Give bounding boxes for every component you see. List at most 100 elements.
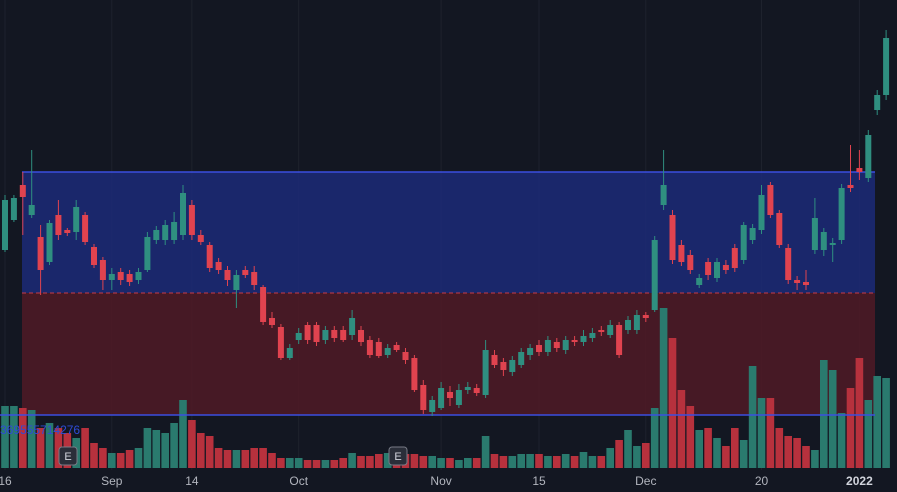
volume-bar [134,448,143,468]
volume-bar [170,423,178,468]
candle-body [438,388,445,408]
candle-body [313,325,320,342]
candle-body [447,392,453,398]
candle-body [358,330,364,342]
candle-body [749,228,756,240]
volume-bar [36,428,45,468]
volume-bar [633,446,641,468]
x-tick-label: 14 [185,474,199,488]
candle-body [91,247,97,265]
volume-bar [366,456,374,468]
volume-bar [606,448,614,468]
candle-body [206,245,213,268]
candle-body [553,342,560,348]
candle-body [295,333,302,340]
candle-body [82,215,89,242]
candle-body [616,325,623,355]
volume-bar [464,458,472,468]
earnings-marker: E [64,451,71,463]
volume-bar [561,454,570,468]
volume-bar [882,378,890,468]
volume-bar [383,453,392,468]
candle-body [153,230,160,240]
candle-body [669,215,676,260]
volume-bar [312,460,321,468]
volume-bar [517,454,525,468]
candle-body [331,330,338,338]
candle-body [55,215,62,235]
candle-body [126,274,133,282]
volume-bar [10,406,18,468]
volume-bar [739,440,748,468]
volume-bar [223,450,232,468]
volume-bar [668,338,677,468]
volume-bar [748,366,757,468]
candle-body [491,355,498,365]
candle-body [384,348,391,355]
volume-bar [1,406,9,468]
candle-body [269,318,275,325]
candle-body [705,262,712,275]
volume-bar [677,390,686,468]
volume-bar [793,438,801,468]
candle-body [820,232,827,250]
volume-bar [428,456,436,468]
candle-body [544,340,551,352]
volume-bar [277,458,285,468]
volume-bar [855,358,864,468]
volume-bar [811,450,819,468]
x-tick-label: Nov [430,474,451,488]
candle-body [874,95,881,110]
volume-bar [579,452,588,468]
candle-body [785,248,792,280]
x-tick-label: Oct [289,474,308,488]
candle-body [580,336,587,342]
candle-body [180,193,186,235]
candle-body [731,248,738,268]
volume-bar [27,410,36,468]
candle-body [464,387,471,390]
volume-bar [375,454,383,468]
volume-bar [108,453,116,468]
candle-body [518,352,525,365]
candle-body [286,348,293,358]
volume-bar [570,456,579,468]
candle-body [794,280,801,283]
volume-bar [446,458,454,468]
candle-body [322,330,329,340]
x-tick-label: 15 [532,474,546,488]
volume-bar [419,456,428,468]
candle-body [687,255,694,270]
candle-body [162,225,169,240]
volume-bar [45,423,54,468]
candle-body [19,185,26,197]
volume-bar [757,398,766,468]
volume-bar [197,433,205,468]
candle-body [420,385,427,410]
candle-body [402,352,409,360]
x-tick-label: Sep [101,474,123,488]
volume-bar [704,428,712,468]
volume-bar [348,453,356,468]
candle-body [482,350,489,395]
candle-body [188,205,195,235]
candle-body [197,235,204,242]
candle-body [135,272,142,280]
candle-body [375,342,382,356]
candle-body [2,200,8,250]
volume-bar [81,428,89,468]
volume-bar [90,443,98,468]
candle-body [117,272,124,280]
candle-body [500,362,507,370]
volume-bar [588,456,597,468]
volume-bar [54,428,63,468]
candle-body [10,198,17,220]
candle-body [393,345,400,350]
candle-body [722,265,729,270]
candle-body [562,340,569,350]
volume-bar [802,446,810,468]
volume-bar [321,460,330,468]
volume-bar [99,448,107,468]
candle-body [349,318,356,335]
volume-bar [544,456,552,468]
